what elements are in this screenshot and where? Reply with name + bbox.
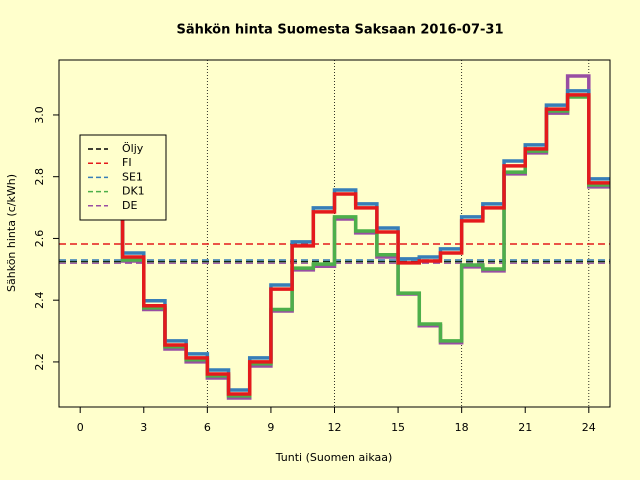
y-tick-label: 2.4 (33, 291, 46, 309)
x-tick-label: 21 (518, 421, 532, 434)
x-tick-label: 3 (140, 421, 147, 434)
legend-label: DE (122, 199, 137, 212)
legend-label: DK1 (122, 185, 145, 198)
series-line (80, 93, 610, 396)
chart-title: Sähkön hinta Suomesta Saksaan 2016-07-31 (176, 23, 503, 38)
plot-frame (58, 59, 611, 408)
y-tick-label: 3.0 (33, 106, 46, 124)
y-tick-label: 2.2 (33, 353, 46, 371)
x-tick-label: 15 (391, 421, 405, 434)
x-tick-label: 18 (455, 421, 469, 434)
x-tick-label: 12 (328, 421, 342, 434)
legend-box (79, 134, 167, 221)
x-axis-label: Tunti (Suomen aikaa) (275, 451, 393, 464)
x-tick-label: 0 (77, 421, 84, 434)
plot-layer (59, 74, 610, 400)
y-tick-label: 2.8 (33, 168, 46, 186)
legend-label: SE1 (122, 170, 143, 183)
y-axis-label: Sähkön hinta (c/kWh) (5, 174, 18, 292)
x-tick-label: 9 (267, 421, 274, 434)
x-tick-label: 24 (582, 421, 596, 434)
y-tick-label: 2.6 (33, 230, 46, 248)
x-tick-label: 6 (204, 421, 211, 434)
series-line (80, 74, 610, 400)
legend-label: Öljy (122, 142, 144, 155)
legend-label: FI (122, 156, 132, 169)
